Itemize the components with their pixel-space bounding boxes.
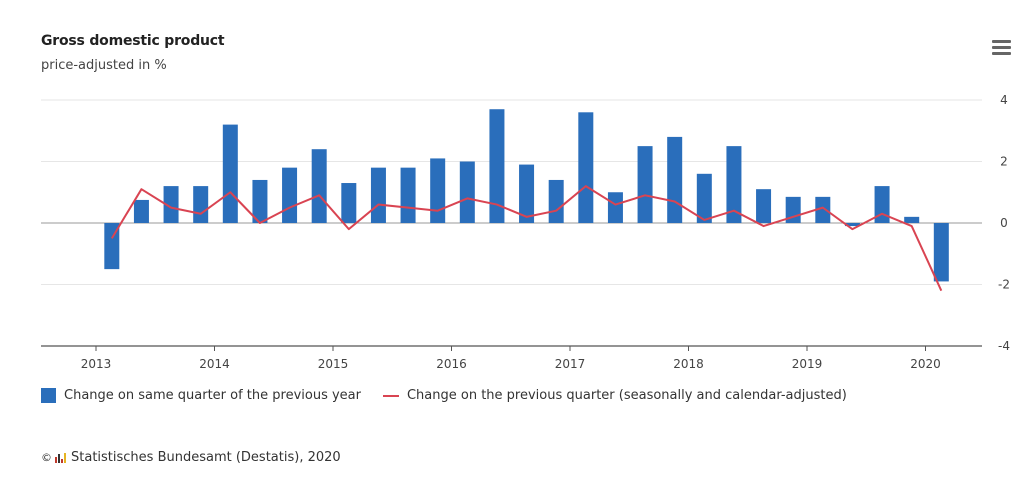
bar[interactable]: [874, 186, 890, 223]
legend-swatch-bar: [41, 388, 56, 403]
hamburger-menu-icon[interactable]: [992, 40, 1012, 56]
bar[interactable]: [756, 189, 772, 223]
y-tick-label: -2: [998, 278, 1010, 292]
bar[interactable]: [311, 149, 327, 223]
bar[interactable]: [341, 183, 357, 223]
bar[interactable]: [578, 112, 594, 223]
bar[interactable]: [430, 158, 446, 223]
bar[interactable]: [904, 216, 920, 223]
bar[interactable]: [104, 223, 120, 270]
bar[interactable]: [815, 196, 831, 223]
y-tick-label: 2: [1000, 155, 1008, 169]
legend-swatch-line: [382, 394, 399, 397]
legend-label: Change on same quarter of the previous y…: [64, 388, 361, 403]
series-line-qoq: [110, 185, 943, 292]
chart-plot: 4 2 0 -2 -4 2013 2014 2015 2016 2017 2018 2019 2020: [41, 93, 1010, 371]
credits-text: Statistisches Bundesamt (Destatis), 2020: [71, 450, 341, 465]
bar[interactable]: [726, 146, 742, 223]
destatis-logo-icon: [55, 452, 66, 463]
x-tick-label: 2013: [81, 357, 112, 371]
bar[interactable]: [193, 186, 209, 223]
y-tick-label: 0: [1000, 216, 1008, 230]
bar[interactable]: [519, 164, 535, 223]
bar[interactable]: [489, 109, 505, 223]
y-tick-label: -4: [998, 339, 1010, 353]
bar[interactable]: [844, 223, 860, 227]
bar[interactable]: [667, 136, 683, 223]
x-tick-label: 2020: [910, 357, 941, 371]
copyright-icon: ©: [41, 451, 52, 464]
bar[interactable]: [607, 192, 623, 223]
legend-label: Change on the previous quarter (seasonal…: [406, 388, 847, 403]
credits[interactable]: © Statistisches Bundesamt (Destatis), 20…: [41, 450, 341, 465]
bar[interactable]: [252, 179, 268, 223]
x-tick-label: 2016: [436, 357, 467, 371]
bar[interactable]: [400, 167, 416, 223]
x-tick-label: 2017: [555, 357, 586, 371]
bar[interactable]: [133, 199, 149, 223]
bar[interactable]: [370, 167, 386, 223]
legend: Change on same quarter of the previous y…: [41, 388, 869, 403]
bar[interactable]: [163, 186, 179, 223]
chart-subtitle: price-adjusted in %: [41, 58, 167, 73]
x-tick-label: 2015: [318, 357, 349, 371]
bar[interactable]: [696, 173, 712, 223]
bar[interactable]: [222, 124, 238, 223]
x-tick-label: 2014: [199, 357, 230, 371]
legend-item-yoy[interactable]: Change on same quarter of the previous y…: [41, 388, 361, 403]
bar[interactable]: [933, 223, 949, 282]
bar[interactable]: [459, 161, 475, 224]
y-tick-label: 4: [1000, 93, 1008, 107]
legend-item-qoq[interactable]: Change on the previous quarter (seasonal…: [382, 388, 847, 403]
x-tick-label: 2018: [673, 357, 704, 371]
x-tick-label: 2019: [792, 357, 823, 371]
bar[interactable]: [637, 146, 653, 223]
bar[interactable]: [548, 179, 564, 223]
bar[interactable]: [282, 167, 298, 223]
chart-title: Gross domestic product: [41, 33, 225, 49]
